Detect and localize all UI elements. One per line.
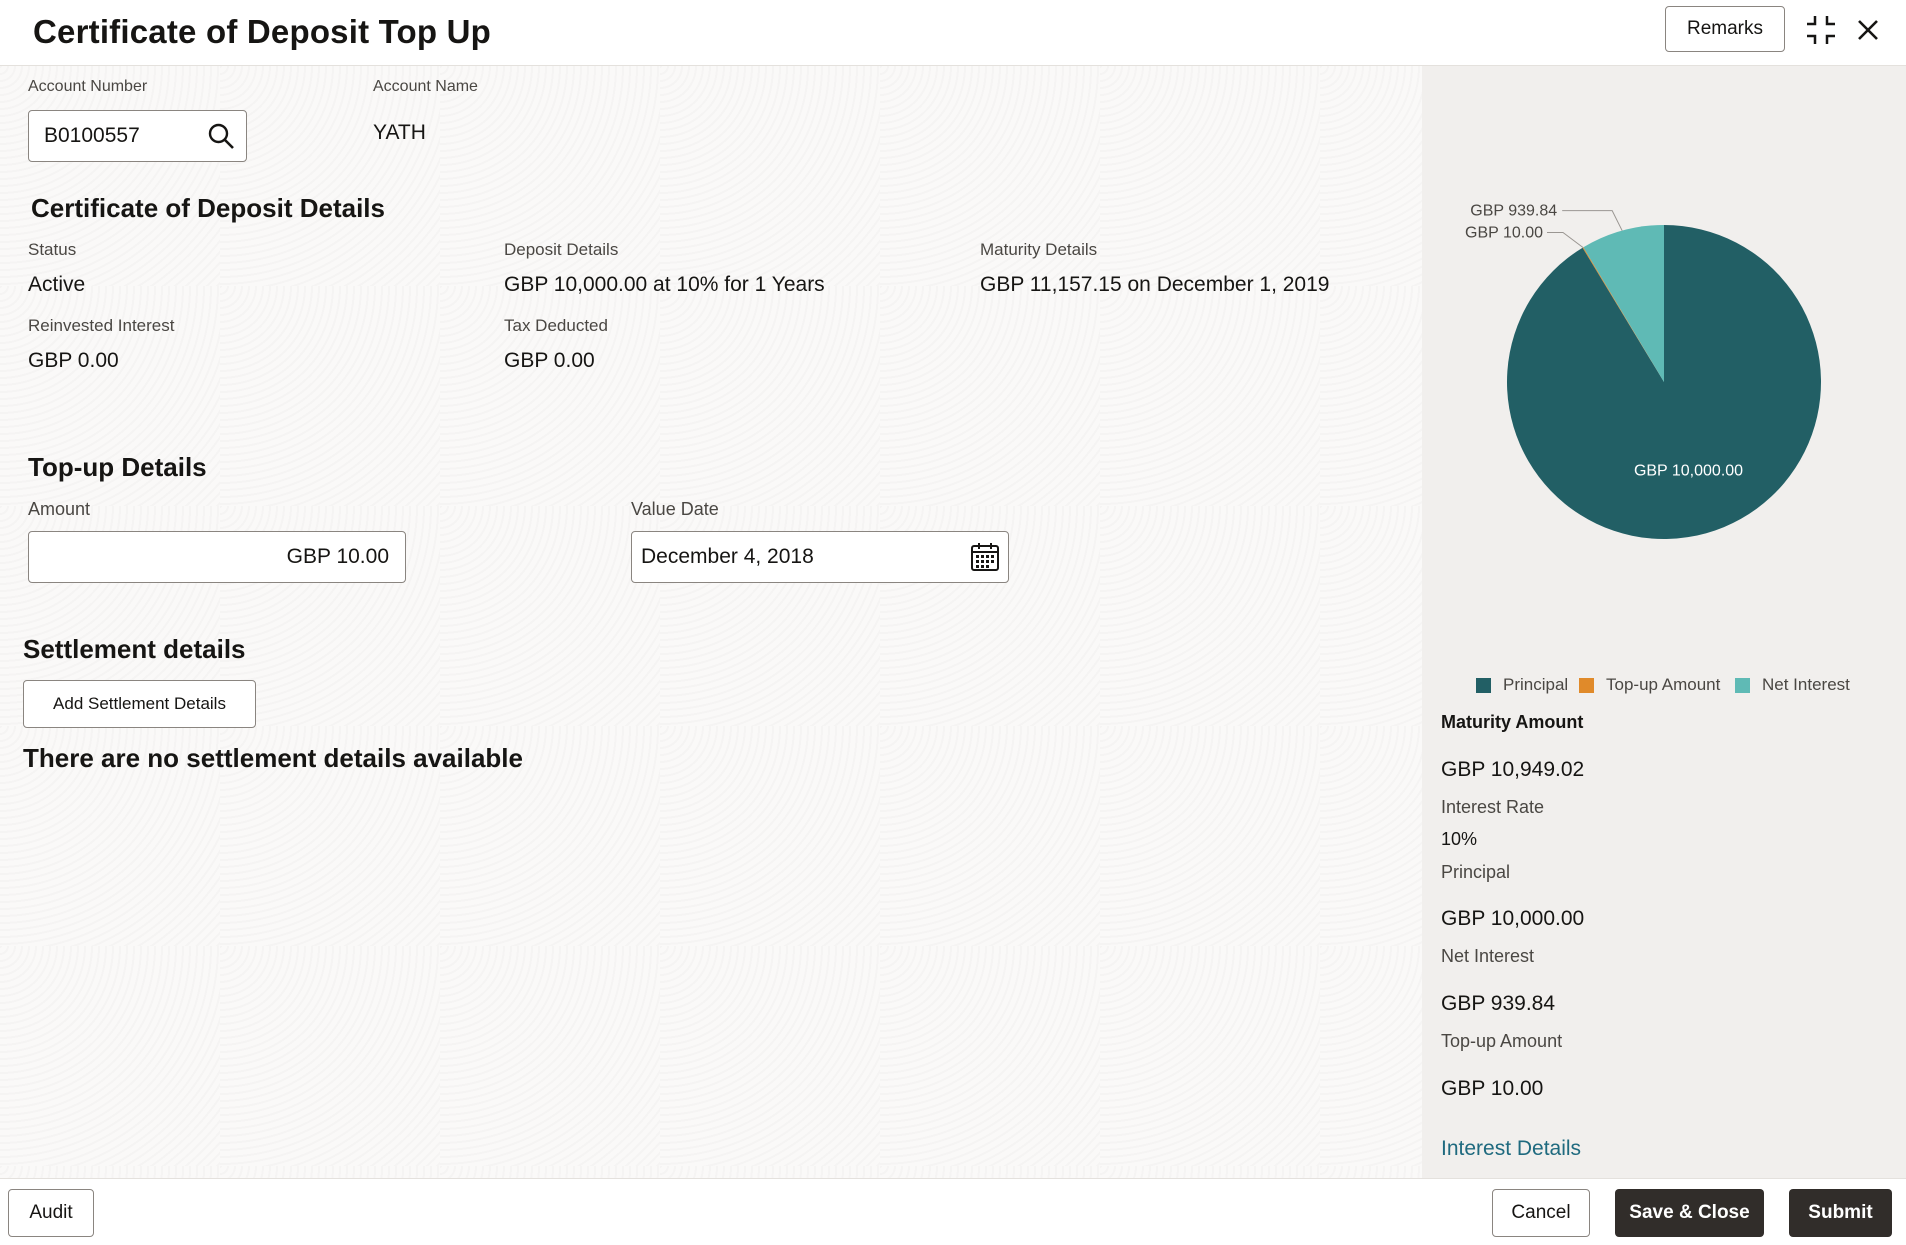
interest-rate-value: 10% xyxy=(1441,829,1478,849)
amount-label: Amount xyxy=(28,499,91,519)
legend-item-net-interest: Net Interest xyxy=(1735,675,1850,695)
reinvested-interest-value: GBP 0.00 xyxy=(28,349,119,372)
topup-amount-label: Top-up Amount xyxy=(1441,1031,1563,1051)
value-date-label: Value Date xyxy=(631,499,719,519)
legend-item-principal: Principal xyxy=(1476,675,1568,695)
deposit-details-label: Deposit Details xyxy=(504,240,619,259)
interest-rate-label: Interest Rate xyxy=(1441,797,1545,817)
maturity-amount-value: GBP 10,949.02 xyxy=(1441,758,1585,781)
tax-deducted-label: Tax Deducted xyxy=(504,316,608,335)
principal-value: GBP 10,000.00 xyxy=(1441,907,1585,930)
pie-leader-net-interest xyxy=(1562,210,1623,231)
pie-label-topup: GBP 10.00 xyxy=(1465,225,1543,242)
account-number-field[interactable] xyxy=(28,110,247,162)
maturity-details-value: GBP 11,157.15 on December 1, 2019 xyxy=(980,273,1330,296)
amount-field[interactable] xyxy=(28,531,406,583)
principal-label: Principal xyxy=(1441,862,1511,882)
cd-details-heading: Certificate of Deposit Details xyxy=(31,193,385,223)
add-settlement-details-button[interactable]: Add Settlement Details xyxy=(23,680,256,728)
no-settlement-message: There are no settlement details availabl… xyxy=(23,743,523,773)
settlement-heading: Settlement details xyxy=(23,634,246,664)
reinvested-interest-label: Reinvested Interest xyxy=(28,316,175,335)
submit-button[interactable]: Submit xyxy=(1789,1189,1892,1237)
account-name-label: Account Name xyxy=(373,78,478,95)
page-header: Certificate of Deposit Top Up Remarks xyxy=(0,0,1906,66)
maturity-amount-label: Maturity Amount xyxy=(1441,712,1584,732)
main-content xyxy=(0,66,1422,1178)
topup-amount-value: GBP 10.00 xyxy=(1441,1077,1544,1100)
legend-swatch-net-interest xyxy=(1735,677,1750,693)
pie-slice-topup xyxy=(1582,247,1664,382)
value-date-input[interactable] xyxy=(632,532,1008,582)
account-number-label: Account Number xyxy=(28,78,148,95)
pie-label-net-interest: GBP 939.84 xyxy=(1470,203,1557,220)
pie-slice-net-interest xyxy=(1583,225,1664,382)
interest-details-link[interactable]: Interest Details xyxy=(1441,1137,1582,1160)
maturity-pie-chart: GBP 10,000.00 GBP 10.00 GBP 939.84 xyxy=(1465,203,1821,539)
legend-label-principal: Principal xyxy=(1503,675,1569,694)
page-title: Certificate of Deposit Top Up xyxy=(33,13,492,50)
account-name-value: YATH xyxy=(373,121,426,144)
legend-swatch-topup xyxy=(1579,677,1594,693)
deposit-details-value: GBP 10,000.00 at 10% for 1 Years xyxy=(504,273,825,296)
save-and-close-button[interactable]: Save & Close xyxy=(1615,1189,1764,1237)
legend-item-topup: Top-up Amount xyxy=(1579,675,1720,695)
net-interest-label: Net Interest xyxy=(1441,946,1535,966)
minimize-icon[interactable] xyxy=(1801,10,1841,50)
audit-button[interactable]: Audit xyxy=(8,1189,94,1237)
search-icon[interactable] xyxy=(207,122,235,155)
value-date-field[interactable] xyxy=(631,531,1009,583)
close-icon[interactable] xyxy=(1848,10,1888,50)
net-interest-value: GBP 939.84 xyxy=(1441,992,1556,1015)
status-value: Active xyxy=(28,273,86,296)
cancel-button[interactable]: Cancel xyxy=(1492,1189,1590,1237)
legend-label-topup: Top-up Amount xyxy=(1606,675,1721,694)
legend-swatch-principal xyxy=(1476,677,1491,693)
status-label: Status xyxy=(28,240,77,259)
amount-input[interactable] xyxy=(29,532,405,582)
tax-deducted-value: GBP 0.00 xyxy=(504,349,595,372)
topup-details-heading: Top-up Details xyxy=(28,452,207,482)
legend-label-net-interest: Net Interest xyxy=(1762,675,1850,694)
remarks-button[interactable]: Remarks xyxy=(1665,6,1785,52)
pie-label-principal: GBP 10,000.00 xyxy=(1634,463,1743,480)
pie-leader-topup xyxy=(1546,232,1584,248)
maturity-details-label: Maturity Details xyxy=(980,240,1098,259)
calendar-icon[interactable] xyxy=(969,541,1001,578)
